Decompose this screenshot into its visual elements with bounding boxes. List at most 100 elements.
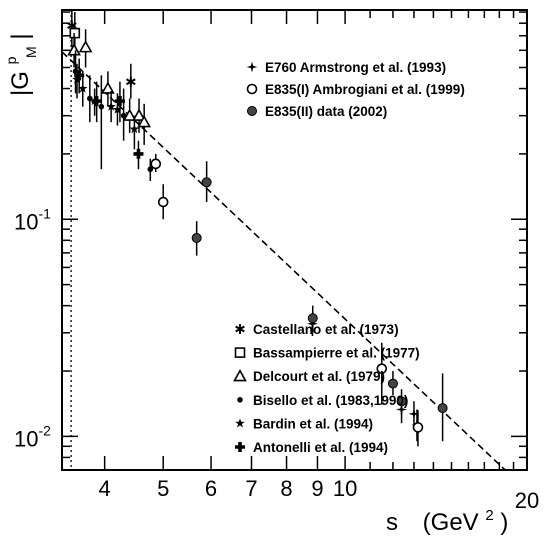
data-point bbox=[387, 371, 398, 396]
marker-asterisk bbox=[126, 76, 136, 87]
data-point bbox=[150, 153, 162, 173]
marker-cross-filled bbox=[114, 96, 125, 107]
legend-label: Bisello et al. (1983,1990) bbox=[253, 393, 408, 408]
series-triangle-open bbox=[67, 29, 152, 145]
fit-line bbox=[61, 51, 506, 471]
data-point bbox=[74, 58, 85, 94]
data-point bbox=[307, 305, 318, 333]
data-point bbox=[201, 161, 212, 203]
marker-triangle-open bbox=[233, 369, 247, 382]
marker-square-open bbox=[234, 347, 246, 358]
data-point bbox=[87, 75, 93, 123]
marker-dot bbox=[120, 112, 127, 119]
y-axis-subscript: M bbox=[23, 46, 39, 58]
data-point bbox=[129, 115, 140, 150]
data-point bbox=[133, 140, 144, 170]
legend-top: E760 Armstrong et al. (1993) E835(I) Ambr… bbox=[246, 60, 465, 119]
data-point bbox=[106, 90, 116, 123]
marker-triangle-open bbox=[67, 43, 81, 56]
data-point bbox=[67, 33, 81, 68]
y-axis-symbol: |G bbox=[7, 71, 34, 96]
data-point bbox=[437, 373, 448, 442]
legend-item: Bisello et al. (1983,1990) bbox=[237, 393, 408, 408]
marker-triangle-open bbox=[137, 115, 152, 128]
x-axis-variable: s bbox=[386, 509, 398, 536]
y-tick-exponent: -2 bbox=[38, 422, 51, 438]
data-point bbox=[101, 71, 115, 107]
y-tick-labels: 10-1 10-2 bbox=[14, 205, 51, 451]
marker-triangle-open bbox=[122, 108, 137, 121]
marker-triangle-open bbox=[78, 40, 93, 53]
x-tick-labels: 4 5 6 7 8 9 10 20 bbox=[99, 476, 540, 513]
legend-item: Bassampierre et al. (1977) bbox=[234, 346, 420, 361]
data-point bbox=[376, 342, 388, 405]
marker-star bbox=[235, 418, 245, 428]
marker-circle-filled bbox=[307, 313, 318, 324]
data-points bbox=[67, 10, 448, 447]
legend-item: E760 Armstrong et al. (1993) bbox=[246, 60, 446, 75]
legend-label: Antonelli et al. (1994) bbox=[253, 440, 388, 455]
x-tick-label-7: 7 bbox=[245, 476, 257, 501]
y-axis-close: | bbox=[7, 33, 34, 39]
legend-item: Castellano et al. (1973) bbox=[235, 322, 399, 337]
marker-circle-filled bbox=[247, 106, 257, 116]
marker-circle-filled bbox=[437, 403, 448, 414]
series-cross-filled bbox=[74, 58, 144, 170]
marker-star bbox=[106, 101, 116, 111]
marker-star4 bbox=[246, 61, 258, 73]
y-axis-title: |G p M | bbox=[0, 33, 42, 96]
legend-label: E760 Armstrong et al. (1993) bbox=[265, 60, 446, 75]
data-point bbox=[412, 410, 424, 447]
marker-asterisk bbox=[235, 324, 245, 334]
y-tick-label: 10-1 bbox=[14, 205, 51, 234]
marker-circle-filled bbox=[191, 232, 202, 243]
marker-star bbox=[112, 104, 123, 114]
marker-triangle-open bbox=[132, 108, 146, 121]
y-axis-superscript: p bbox=[3, 56, 19, 64]
marker-cross-filled bbox=[74, 70, 85, 81]
marker-circle-open bbox=[150, 158, 162, 170]
data-point bbox=[78, 29, 93, 68]
x-axis-title: s (GeV 2 ) bbox=[386, 499, 508, 536]
marker-dot bbox=[237, 397, 243, 403]
x-axis-unit-close: ) bbox=[500, 509, 508, 536]
legend-item: Bardin et al. (1994) bbox=[235, 416, 373, 431]
marker-circle-open bbox=[157, 196, 169, 208]
legend-item: Delcourt et al. (1979) bbox=[233, 369, 385, 384]
legend-label: Bardin et al. (1994) bbox=[253, 416, 373, 431]
legend-label: Delcourt et al. (1979) bbox=[253, 369, 385, 384]
legend-item: Antonelli et al. (1994) bbox=[235, 440, 388, 455]
marker-circle-open bbox=[376, 363, 388, 374]
data-point bbox=[120, 88, 127, 141]
x-tick-label-10: 10 bbox=[333, 476, 357, 501]
data-point bbox=[112, 93, 123, 126]
x-tick-label-5: 5 bbox=[157, 476, 169, 501]
x-axis-unit: (GeV bbox=[423, 509, 479, 536]
data-point bbox=[191, 221, 202, 256]
legend-label: Castellano et al. (1973) bbox=[253, 322, 399, 337]
x-axis-unit-exponent: 2 bbox=[485, 507, 493, 524]
y-tick-base: 10 bbox=[14, 426, 38, 451]
marker-cross-filled bbox=[91, 96, 102, 107]
x-tick-label-20: 20 bbox=[515, 488, 539, 513]
legend-bottom: Castellano et al. (1973) Bassampierre et … bbox=[233, 322, 420, 455]
data-point bbox=[72, 63, 82, 99]
data-point bbox=[137, 103, 152, 145]
y-tick-exponent: -1 bbox=[38, 205, 51, 221]
data-point bbox=[114, 81, 125, 123]
data-point bbox=[91, 81, 102, 123]
marker-star4 bbox=[408, 408, 420, 420]
legend-item: E835(II) data (2002) bbox=[247, 104, 387, 119]
data-point bbox=[157, 184, 169, 220]
series-dot bbox=[72, 50, 154, 182]
data-point bbox=[126, 63, 136, 99]
marker-star bbox=[78, 83, 88, 93]
legend-label: E835(II) data (2002) bbox=[265, 104, 387, 119]
x-tick-label-4: 4 bbox=[99, 476, 111, 501]
axis-ticks bbox=[62, 10, 528, 471]
data-point bbox=[98, 75, 105, 170]
marker-circle-filled bbox=[387, 378, 398, 389]
series-circle-open bbox=[150, 153, 424, 447]
marker-triangle-open bbox=[101, 81, 115, 94]
